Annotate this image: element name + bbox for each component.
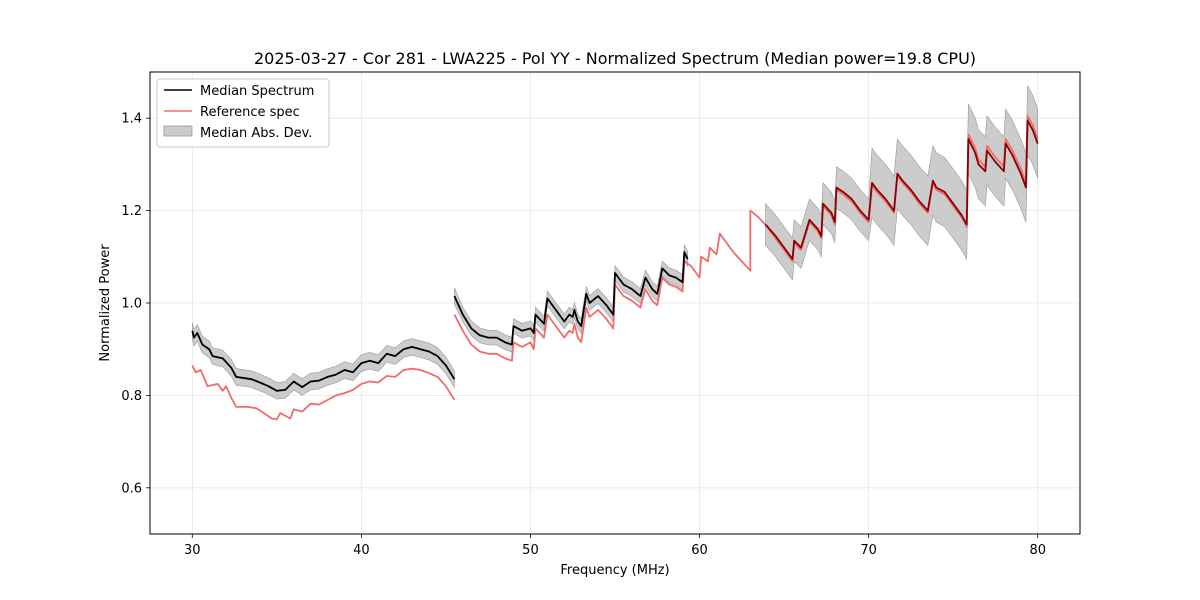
- mad-band: [454, 243, 688, 353]
- median-series-group: [191, 119, 1039, 392]
- legend-median-label: Median Spectrum: [200, 84, 314, 99]
- legend: Median Spectrum Reference spec Median Ab…: [156, 78, 330, 148]
- x-tick-label: 50: [522, 543, 539, 558]
- mad-band: [192, 322, 455, 400]
- median-spectrum-line: [453, 251, 689, 346]
- median-spectrum-line: [764, 119, 1039, 260]
- reference-spectrum-line: [191, 365, 456, 421]
- x-tick-label: 30: [184, 543, 201, 558]
- y-tick-label: 1.2: [121, 204, 142, 219]
- y-tick-label: 0.6: [121, 481, 142, 496]
- y-tick-label: 1.0: [121, 297, 142, 312]
- y-axis-ticks: 0.6 0.8 1.0 1.2 1.4: [121, 112, 150, 496]
- plot-area: [191, 84, 1039, 421]
- reference-spectrum-line: [453, 115, 1039, 362]
- x-tick-label: 40: [353, 543, 370, 558]
- median-spectrum-line: [191, 330, 456, 392]
- legend-mad-label: Median Abs. Dev.: [200, 126, 312, 141]
- x-tick-label: 70: [860, 543, 877, 558]
- legend-reference-label: Reference spec: [200, 105, 300, 120]
- x-tick-label: 80: [1029, 543, 1046, 558]
- x-axis-label: Frequency (MHz): [560, 563, 669, 578]
- chart-title: 2025-03-27 - Cor 281 - LWA225 - Pol YY -…: [254, 49, 976, 68]
- x-tick-label: 60: [691, 543, 708, 558]
- x-axis-ticks: 30 40 50 60 70 80: [184, 534, 1046, 558]
- legend-mad-swatch: [163, 125, 193, 137]
- y-tick-label: 1.4: [121, 112, 142, 127]
- legend-box: [156, 78, 330, 148]
- y-axis-label: Normalized Power: [98, 244, 113, 362]
- y-tick-label: 0.8: [121, 389, 142, 404]
- reference-series-group: [191, 115, 1039, 421]
